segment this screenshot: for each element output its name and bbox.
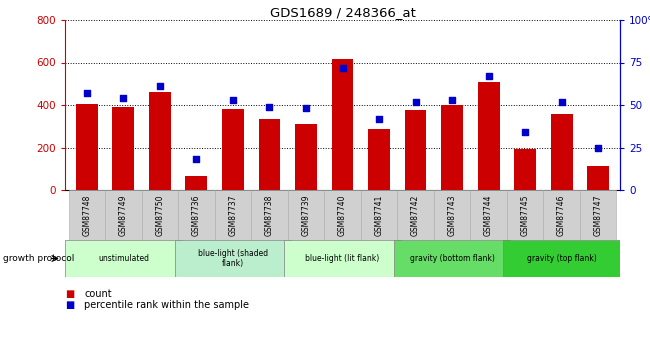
Bar [185,176,207,190]
Text: GSM87749: GSM87749 [119,194,128,236]
Bar [112,107,135,190]
Text: GSM87743: GSM87743 [448,194,456,236]
Point [556,99,567,104]
Text: GSM87750: GSM87750 [155,194,164,236]
Text: GSM87744: GSM87744 [484,194,493,236]
Bar [514,149,536,190]
Text: GSM87742: GSM87742 [411,194,420,236]
Text: growth protocol: growth protocol [3,254,75,263]
Point [118,96,129,101]
Bar [284,240,401,277]
Bar [105,190,142,240]
Point [520,129,530,135]
Bar [507,190,543,240]
Point [374,116,384,121]
Bar [580,190,616,240]
Bar [368,129,390,190]
Point [301,106,311,111]
Bar [324,190,361,240]
Bar [551,114,573,190]
Point [265,104,275,109]
Bar [434,190,471,240]
Bar [503,240,620,277]
Bar [361,190,397,240]
Text: count: count [84,289,112,299]
Text: GSM87739: GSM87739 [302,194,311,236]
Text: ■: ■ [65,289,74,299]
Bar [214,190,251,240]
Bar [478,82,499,190]
Point [82,90,92,96]
Text: percentile rank within the sample: percentile rank within the sample [84,300,250,310]
Text: gravity (top flank): gravity (top flank) [526,254,597,263]
Point [484,73,494,79]
Bar [441,105,463,190]
Bar [175,240,291,277]
Bar [288,190,324,240]
Text: unstimulated: unstimulated [98,254,149,263]
Text: GSM87748: GSM87748 [83,194,92,236]
Point [447,97,457,103]
Text: GSM87741: GSM87741 [374,194,384,236]
Bar [394,240,510,277]
Bar [587,166,609,190]
Title: GDS1689 / 248366_at: GDS1689 / 248366_at [270,6,415,19]
Point [155,83,165,89]
Text: GSM87736: GSM87736 [192,194,201,236]
Bar [259,119,280,190]
Point [593,145,603,150]
Text: GSM87746: GSM87746 [557,194,566,236]
Bar [251,190,288,240]
Point [337,65,348,70]
Bar [471,190,507,240]
Bar [142,190,178,240]
Bar [149,92,171,190]
Text: blue-light (shaded
flank): blue-light (shaded flank) [198,249,268,268]
Bar [65,240,182,277]
Text: gravity (bottom flank): gravity (bottom flank) [410,254,495,263]
Bar [178,190,215,240]
Bar [76,104,98,190]
Bar [332,59,354,190]
Point [191,157,202,162]
Bar [69,190,105,240]
Text: ■: ■ [65,300,74,310]
Point [227,97,238,103]
Bar [397,190,434,240]
Bar [404,110,426,190]
Bar [543,190,580,240]
Bar [295,124,317,190]
Text: blue-light (lit flank): blue-light (lit flank) [306,254,380,263]
Text: GSM87745: GSM87745 [521,194,530,236]
Text: GSM87738: GSM87738 [265,194,274,236]
Bar [222,109,244,190]
Text: GSM87747: GSM87747 [593,194,603,236]
Text: GSM87740: GSM87740 [338,194,347,236]
Point [410,99,421,104]
Text: GSM87737: GSM87737 [228,194,237,236]
